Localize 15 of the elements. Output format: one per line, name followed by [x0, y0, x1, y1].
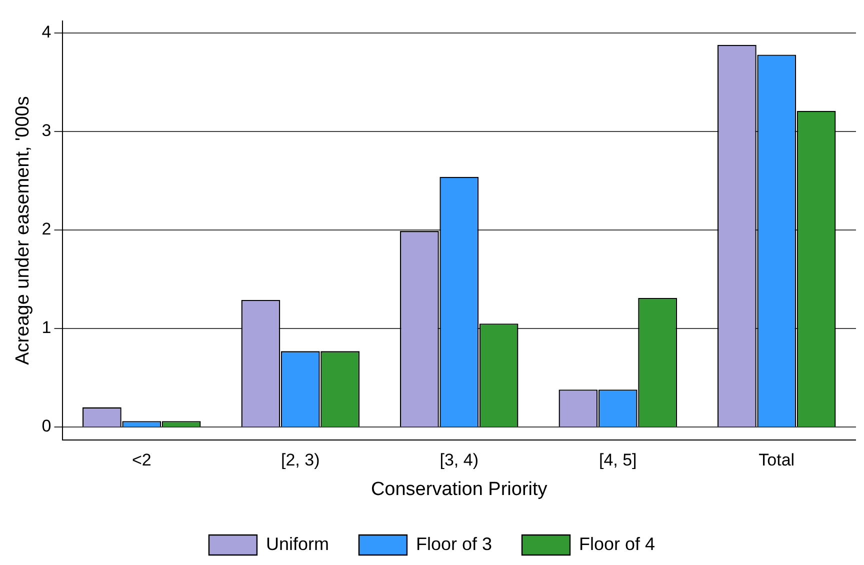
x-axis-title: Conservation Priority — [370, 478, 548, 500]
y-tick-label: 3 — [42, 121, 52, 140]
y-tick-label: 2 — [42, 220, 52, 239]
x-tick-label: [2, 3) — [281, 450, 320, 470]
legend-label: Uniform — [266, 534, 329, 554]
y-tick-label: 4 — [42, 22, 52, 42]
y-axis-title: Acreage under easement, '000s — [12, 96, 34, 365]
y-tick-label: 0 — [42, 416, 52, 436]
x-tick-label: [4, 5] — [598, 450, 637, 470]
x-tick-label: [3, 4) — [440, 450, 478, 470]
y-tick-label: 1 — [42, 318, 52, 338]
legend-label: Floor of 4 — [579, 534, 656, 554]
x-tick-label: Total — [758, 450, 795, 470]
legend-label: Floor of 3 — [416, 534, 492, 554]
x-tick-label: <2 — [132, 450, 152, 470]
